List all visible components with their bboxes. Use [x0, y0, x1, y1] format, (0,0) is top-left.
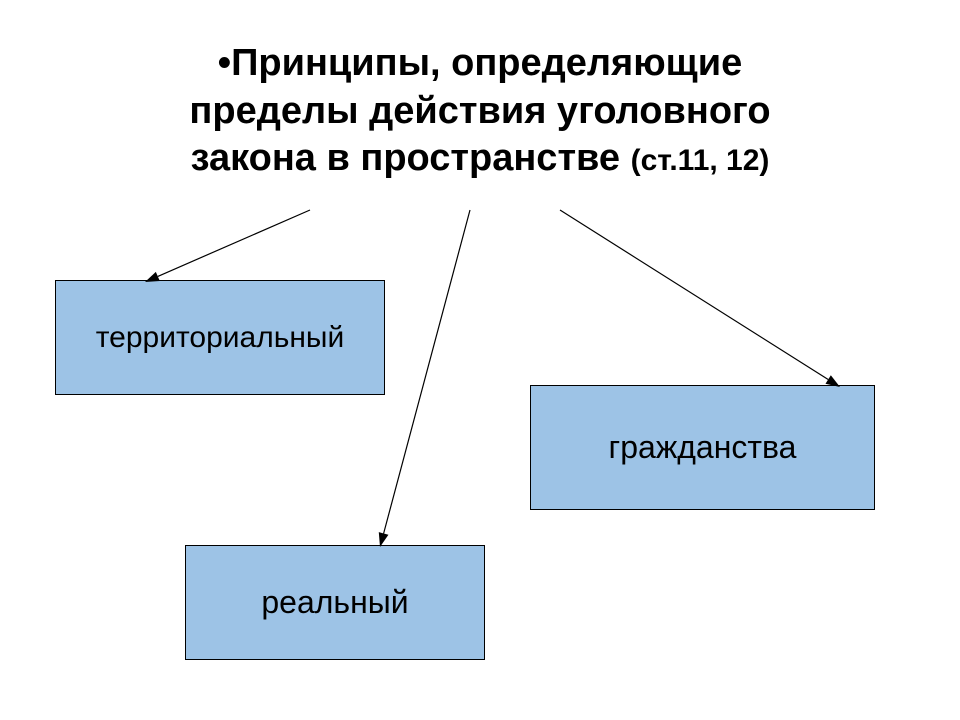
node-real: реальный [185, 545, 485, 660]
node-real-label: реальный [261, 584, 408, 621]
title-line3-sub: (ст.11, 12) [631, 144, 770, 177]
title-line1: Принципы, определяющие [231, 42, 742, 84]
node-citizenship: гражданства [530, 385, 875, 510]
node-citizenship-label: гражданства [609, 429, 797, 466]
node-territorial: территориальный [55, 280, 385, 395]
diagram-title: •Принципы, определяющие пределы действия… [110, 40, 850, 183]
title-line3-main: закона в пространстве [191, 137, 631, 179]
title-bullet: • [218, 42, 231, 84]
node-territorial-label: территориальный [96, 321, 344, 355]
diagram-canvas: •Принципы, определяющие пределы действия… [0, 0, 960, 720]
title-line2: пределы действия уголовного [189, 90, 770, 132]
